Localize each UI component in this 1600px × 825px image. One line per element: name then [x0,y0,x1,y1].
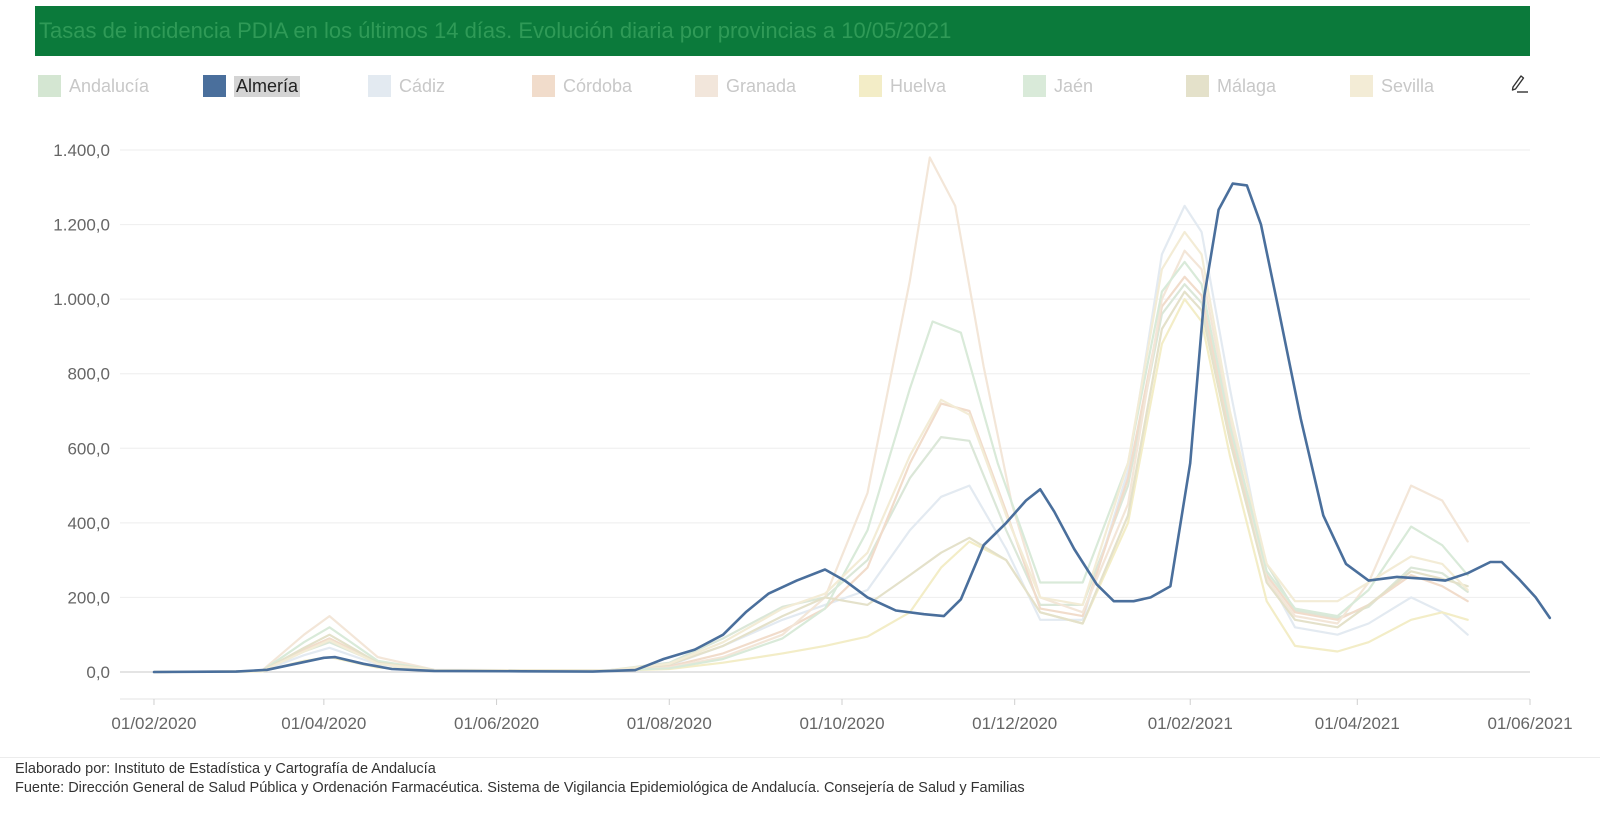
legend-label: Granada [726,75,797,96]
footer-divider [0,757,1600,758]
x-axis: 01/02/2020 01/04/2020 01/06/2020 01/08/2020… [111,698,1573,733]
legend-item-cordoba[interactable]: Córdoba [532,70,632,102]
legend-item-cadiz[interactable]: Cádiz [368,70,445,102]
legend: Andalucía Almería Cádiz Córdoba Granada … [38,70,1528,102]
x-tick-label: 01/06/2020 [454,714,539,733]
legend-swatch [368,75,391,97]
y-axis: 0,0 200,0 400,0 600,0 800,0 1.000,0 1.200,0 1.4… [53,141,110,682]
series-layer [152,156,1552,674]
x-tick-label: 01/12/2020 [972,714,1057,733]
x-tick-label: 01/02/2021 [1148,714,1233,733]
legend-item-huelva[interactable]: Huelva [859,70,946,102]
y-tick-label: 600,0 [67,439,110,458]
series-line-cordoba[interactable] [152,275,1469,674]
y-tick-label: 200,0 [67,588,110,607]
legend-label: Huelva [890,75,947,96]
x-tick-label: 01/06/2021 [1487,714,1572,733]
legend-swatch [38,75,61,97]
series-line-granada[interactable] [152,156,1469,674]
legend-label: Cádiz [399,75,446,96]
legend-item-sevilla[interactable]: Sevilla [1350,70,1434,102]
grid-layer [120,149,1530,673]
legend-label: Jaén [1054,75,1094,96]
y-tick-label: 1.000,0 [53,290,110,309]
legend-label: Córdoba [563,75,633,96]
series-line-almeria[interactable] [152,182,1552,674]
y-tick-label: 800,0 [67,365,110,384]
legend-item-granada[interactable]: Granada [695,70,796,102]
legend-label: Andalucía [69,75,150,96]
legend-label: Sevilla [1381,75,1435,96]
y-tick-label: 0,0 [86,663,110,682]
x-tick-label: 01/04/2020 [281,714,366,733]
legend-swatch [1023,75,1046,97]
legend-item-andalucia[interactable]: Andalucía [38,70,149,102]
legend-swatch [203,75,226,97]
legend-label: Málaga [1217,75,1277,96]
series-line-sevilla[interactable] [152,230,1469,674]
x-tick-label: 01/10/2020 [799,714,884,733]
series-line-andalucia[interactable] [152,283,1469,674]
legend-item-almeria[interactable]: Almería [203,70,301,102]
y-tick-label: 400,0 [67,514,110,533]
legend-swatch [1350,75,1373,97]
legend-swatch [1186,75,1209,97]
legend-item-malaga[interactable]: Málaga [1186,70,1276,102]
pencil-icon[interactable] [1507,72,1529,94]
x-tick-label: 01/04/2021 [1315,714,1400,733]
y-tick-label: 1.200,0 [53,216,110,235]
legend-label: Almería [234,75,301,97]
x-tick-label: 01/02/2020 [111,714,196,733]
legend-swatch [695,75,718,97]
y-tick-label: 1.400,0 [53,141,110,160]
legend-swatch [532,75,555,97]
legend-item-jaen[interactable]: Jaén [1023,70,1093,102]
x-tick-label: 01/08/2020 [627,714,712,733]
chart-title: Tasas de incidencia PDIA en los últimos … [35,6,1530,56]
footer-elaborado: Elaborado por: Instituto de Estadística … [15,761,436,777]
line-chart: 0,0 200,0 400,0 600,0 800,0 1.000,0 1.200,0 1.4… [53,141,1573,733]
footer-fuente: Fuente: Dirección General de Salud Públi… [15,780,1025,796]
footer: Elaborado por: Instituto de Estadística … [15,760,1025,798]
legend-swatch [859,75,882,97]
